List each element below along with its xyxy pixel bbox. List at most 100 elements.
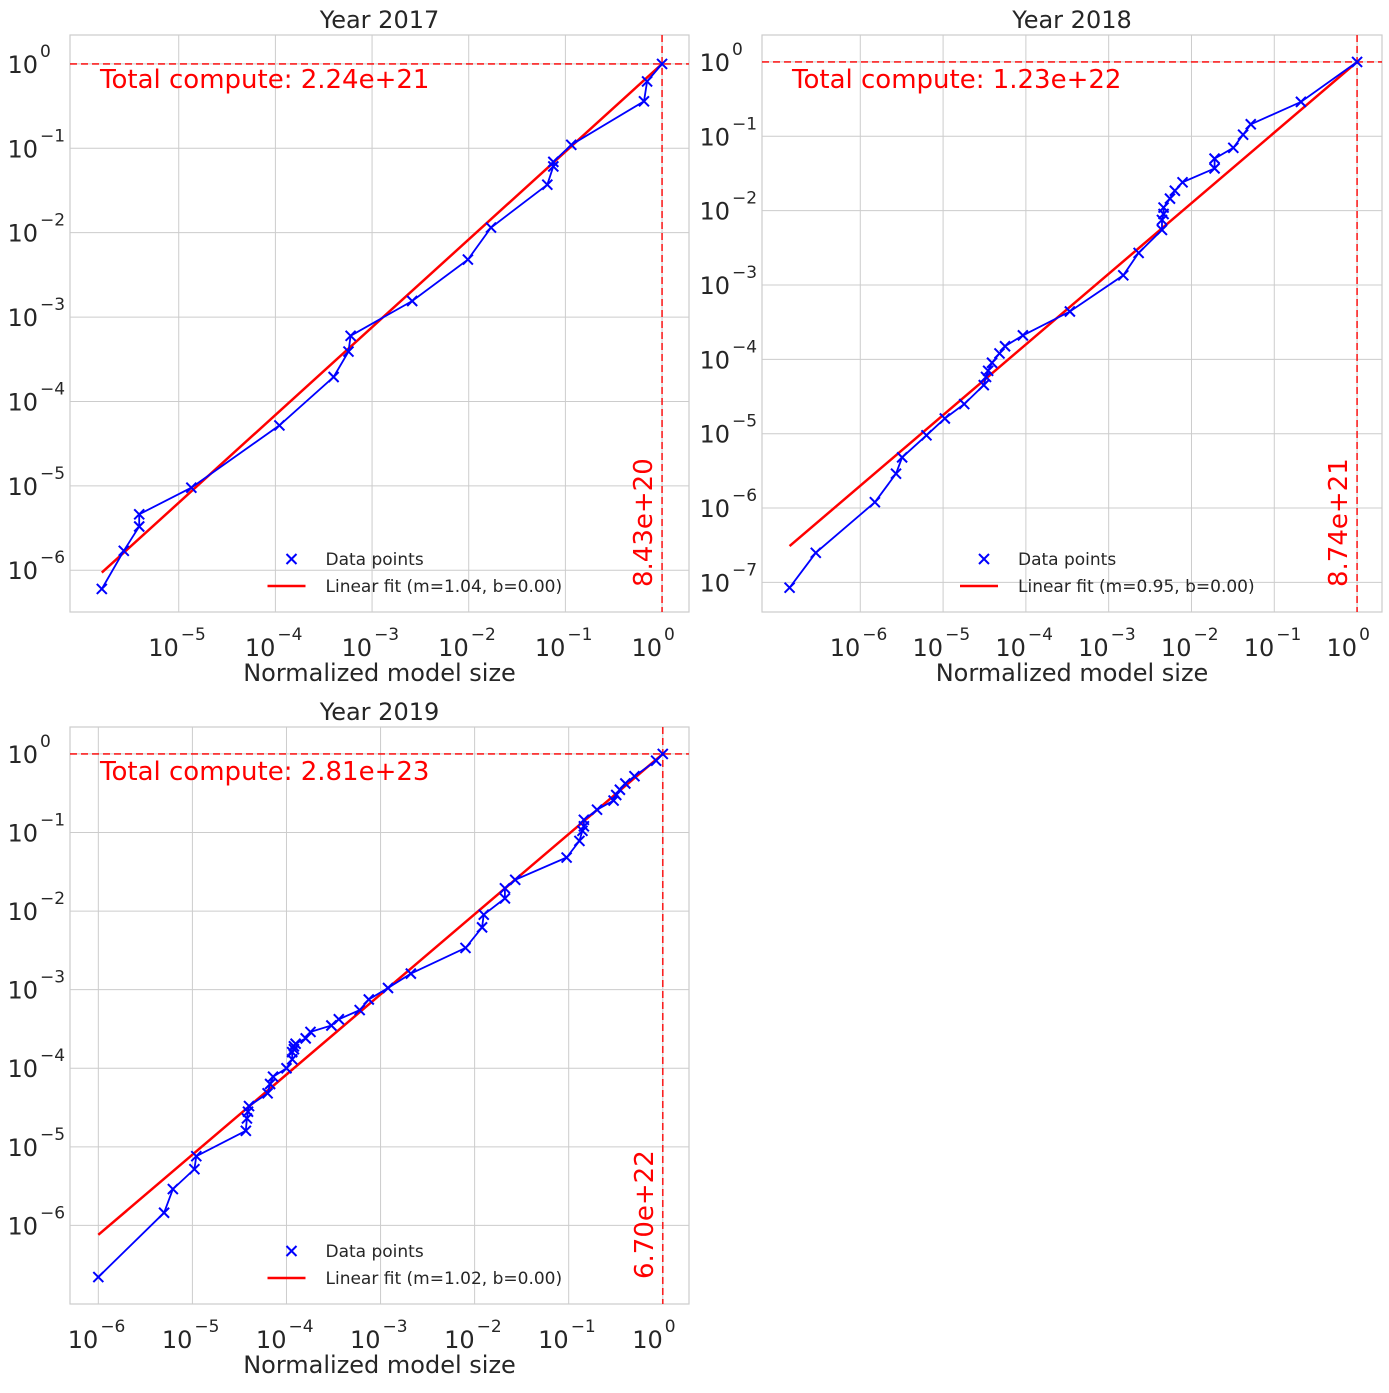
y-tick-base: 10	[7, 51, 38, 79]
y-tick-base: 10	[7, 1134, 38, 1162]
x-tick-label: 10 −4	[245, 625, 303, 662]
y-tick-exponent: −3	[732, 263, 757, 283]
y-tick-exponent: −5	[732, 412, 757, 432]
y-tick-exponent: 0	[732, 40, 743, 60]
chart-svg: 10 −5 10 −4 10 −3 10 −2 10 −1 10 010 −610 −510 −410 −31…	[7, 6, 690, 687]
y-tick-base: 10	[699, 346, 730, 374]
data-point	[1117, 269, 1129, 281]
x-tick-base: 10	[1327, 634, 1358, 662]
x-tick-base: 10	[830, 634, 861, 662]
y-tick-label: 10 −3	[7, 968, 65, 1005]
data-point	[1156, 224, 1168, 236]
x-tick-base: 10	[350, 1326, 381, 1354]
legend: Data points Linear fit (m=1.04, b=0.00)	[267, 550, 563, 597]
y-tick-label: 10 −4	[7, 1046, 65, 1083]
x-tick-label: 10 −4	[256, 1317, 314, 1354]
x-tick-exponent: −3	[383, 1317, 408, 1337]
y-tick-exponent: −3	[40, 968, 65, 988]
x-tick-base: 10	[913, 634, 944, 662]
y-tick-base: 10	[7, 557, 38, 585]
data-point	[485, 221, 497, 234]
data-point	[509, 874, 521, 886]
y-tick-base: 10	[699, 495, 730, 523]
x-tick-label: 10 −1	[1244, 625, 1302, 662]
y-tick-label: 10 −5	[7, 1125, 65, 1162]
x-axis-label: Normalized model size	[936, 659, 1209, 687]
y-tick-label: 10 −3	[7, 295, 65, 332]
x-tick-label: 10 −3	[1078, 625, 1136, 662]
data-point	[478, 908, 490, 921]
legend-label-data: Data points	[1018, 550, 1116, 570]
x-tick-label: 10 −4	[995, 625, 1053, 662]
y-tick-label: 10 −4	[7, 379, 65, 416]
data-point	[327, 371, 340, 383]
linear-fit-line	[788, 60, 1358, 548]
data-point	[188, 1163, 201, 1175]
chart-panel-2017: 10 −5 10 −4 10 −3 10 −2 10 −1 10 0 10 −6 10 −5 10 −4 10 −3 1…	[0, 0, 695, 695]
y-tick-label: 10 −6	[699, 486, 757, 523]
x-axis-label: Normalized model size	[243, 1351, 516, 1379]
data-point	[869, 496, 881, 508]
y-tick-base: 10	[699, 421, 730, 449]
data-point	[190, 1150, 202, 1162]
data-point	[578, 814, 590, 826]
data-point	[342, 345, 355, 358]
data-point	[406, 295, 418, 307]
data-point	[560, 851, 573, 864]
x-tick-exponent: −6	[100, 1317, 125, 1337]
y-tick-base: 10	[7, 473, 38, 501]
y-tick-exponent: −3	[40, 295, 65, 315]
x-tick-exponent: −4	[288, 1317, 313, 1337]
legend-label-fit: Linear fit (m=1.02, b=0.00)	[326, 1269, 563, 1289]
y-tick-exponent: −7	[732, 560, 757, 580]
total-compute-annotation: Total compute: 1.23e+22	[791, 65, 1121, 95]
x-tick-exponent: −3	[374, 625, 399, 645]
y-tick-exponent: −6	[40, 548, 65, 568]
y-tick-base: 10	[699, 49, 730, 77]
data-point	[573, 835, 586, 847]
y-tick-label: 10 −7	[699, 560, 757, 597]
data-point	[499, 882, 511, 894]
y-tick-base: 10	[7, 898, 38, 926]
y-tick-label: 10 −5	[7, 464, 65, 501]
x-tick-base: 10	[342, 634, 373, 662]
x-tick-base: 10	[1161, 634, 1192, 662]
y-tick-exponent: −1	[40, 810, 65, 830]
x-tick-exponent: −4	[277, 625, 302, 645]
x-tick-label: 10 −1	[538, 1317, 596, 1354]
legend-label-fit: Linear fit (m=1.04, b=0.00)	[326, 577, 563, 597]
x-tick-label: 10 −6	[68, 1317, 126, 1354]
data-point	[405, 967, 417, 980]
x-tick-base: 10	[632, 634, 663, 662]
data-point	[353, 1004, 366, 1016]
y-tick-label: 10 0	[699, 40, 742, 77]
data-point	[240, 1125, 252, 1137]
y-tick-base: 10	[7, 819, 38, 847]
data-point	[890, 467, 902, 480]
chart-svg: 10 −6 10 −5 10 −4 10 −3 10 −2 10 −1 10 010 −610 −510 −41…	[7, 698, 690, 1379]
x-tick-label: 10 −1	[535, 625, 593, 662]
data-point	[657, 748, 669, 760]
x-tick-exponent: −5	[945, 625, 970, 645]
data-point	[591, 803, 603, 816]
legend-marker-data	[285, 1245, 298, 1257]
y-tick-base: 10	[7, 1212, 38, 1240]
data-point	[1176, 176, 1189, 189]
data-point	[993, 347, 1006, 360]
x-tick-base: 10	[444, 1326, 475, 1354]
x-tick-exponent: −2	[477, 1317, 502, 1337]
data-point	[462, 253, 474, 266]
data-point	[1064, 305, 1076, 318]
x-tick-label: 10 −3	[350, 1317, 408, 1354]
data-point	[547, 156, 560, 168]
data-point	[118, 545, 130, 557]
x-tick-exponent: −1	[571, 1317, 596, 1337]
total-compute-annotation: Total compute: 2.81e+23	[99, 757, 429, 787]
vertical-line-annotation: 8.43e+20	[629, 458, 659, 587]
data-point	[261, 1087, 274, 1100]
data-point	[304, 1026, 317, 1038]
x-tick-base: 10	[538, 1326, 569, 1354]
data-point	[1227, 142, 1240, 154]
y-tick-base: 10	[7, 1055, 38, 1083]
x-tick-exponent: −1	[567, 625, 592, 645]
